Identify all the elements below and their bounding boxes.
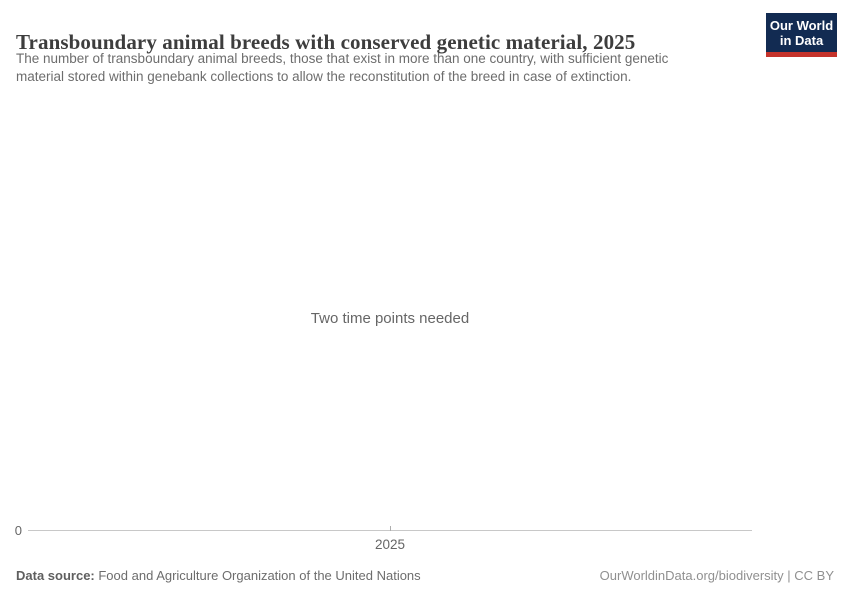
owid-logo-line-1: Our World — [769, 18, 834, 33]
chart-subtitle-line-2: material stored within genebank collecti… — [16, 69, 632, 84]
chart-title: Transboundary animal breeds with conserv… — [16, 30, 636, 55]
attribution-link: OurWorldinData.org/biodiversity | CC BY — [599, 568, 834, 583]
owid-logo: Our World in Data — [766, 13, 837, 57]
chart-footer: Data source: Food and Agriculture Organi… — [16, 568, 834, 584]
x-axis-tick-label: 2025 — [374, 537, 406, 552]
data-source-line: Data source: Food and Agriculture Organi… — [16, 568, 421, 584]
chart-subtitle: The number of transboundary animal breed… — [16, 50, 756, 86]
y-axis-tick-label: 0 — [14, 523, 22, 538]
data-source-value: Food and Agriculture Organization of the… — [94, 568, 421, 583]
x-axis-tick-mark — [390, 526, 391, 531]
empty-chart-message: Two time points needed — [310, 310, 470, 327]
chart-subtitle-line-1: The number of transboundary animal breed… — [16, 51, 669, 66]
owid-logo-line-2: in Data — [779, 33, 824, 48]
data-source-label: Data source: — [16, 568, 95, 583]
